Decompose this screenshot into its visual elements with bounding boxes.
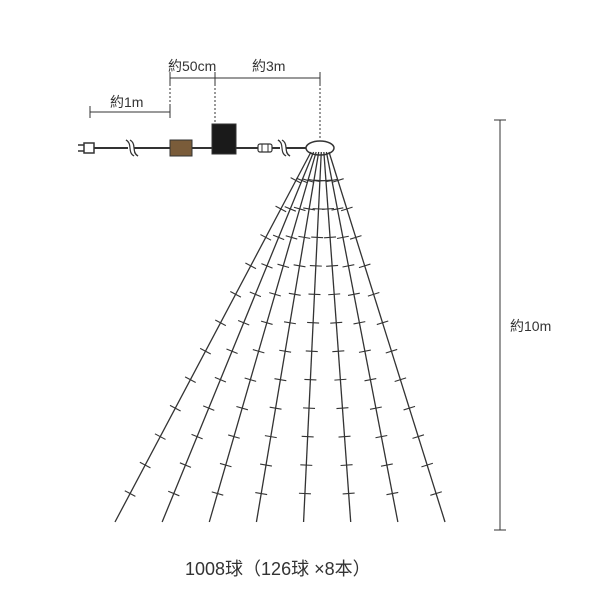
dim-1m-label: 約1m <box>110 92 143 112</box>
controller-box <box>212 124 236 154</box>
strand <box>162 152 313 522</box>
dim-3m-label: 約3m <box>252 56 285 76</box>
dim-10m-label: 約10m <box>510 316 551 336</box>
dim-50cm-label: 約50cm <box>168 56 216 76</box>
strand <box>304 152 322 522</box>
bulb-count-caption: 1008球（126球 ×8本） <box>185 555 371 581</box>
strand <box>209 152 316 522</box>
strand <box>115 152 311 522</box>
adapter-box <box>170 140 192 156</box>
